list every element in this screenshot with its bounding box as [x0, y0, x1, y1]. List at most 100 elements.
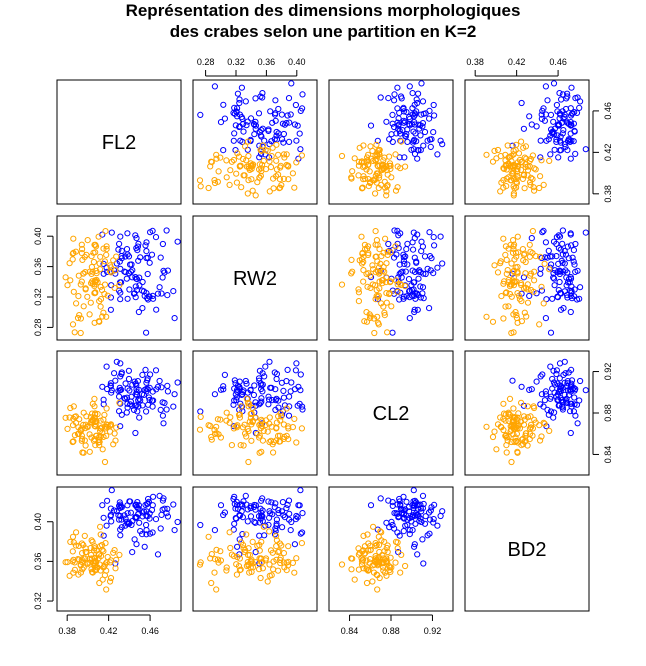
data-point-cluster-2	[355, 298, 362, 305]
data-point-cluster-2	[211, 177, 218, 184]
data-point-cluster-2	[359, 548, 366, 555]
data-point-cluster-2	[394, 545, 401, 552]
data-point-cluster-2	[275, 171, 282, 178]
data-point-cluster-2	[75, 571, 82, 578]
data-point-cluster-1	[409, 527, 416, 534]
data-point-cluster-2	[373, 179, 380, 186]
data-point-cluster-2	[540, 300, 547, 307]
data-point-cluster-1	[539, 229, 546, 236]
data-point-cluster-1	[520, 274, 528, 281]
data-point-cluster-2	[243, 531, 250, 538]
variable-label-FL2: FL2	[102, 132, 136, 154]
data-point-cluster-2	[280, 175, 287, 182]
data-point-cluster-1	[174, 379, 181, 386]
data-point-cluster-1	[283, 378, 290, 385]
data-point-cluster-1	[269, 511, 276, 518]
data-point-cluster-2	[504, 267, 511, 274]
data-point-cluster-2	[373, 237, 380, 244]
data-point-cluster-1	[568, 242, 575, 249]
data-point-cluster-2	[256, 161, 263, 168]
data-point-cluster-1	[152, 234, 160, 241]
data-point-cluster-2	[283, 432, 290, 439]
data-point-cluster-2	[503, 256, 510, 263]
data-point-cluster-1	[557, 139, 564, 146]
data-point-cluster-1	[271, 369, 278, 376]
data-point-cluster-1	[404, 261, 411, 268]
data-point-cluster-2	[76, 416, 83, 423]
data-point-cluster-2	[363, 579, 371, 587]
data-point-cluster-2	[502, 303, 509, 310]
data-point-cluster-2	[69, 438, 76, 445]
data-point-cluster-1	[108, 229, 115, 236]
data-point-cluster-1	[547, 395, 554, 402]
data-point-cluster-1	[108, 282, 115, 289]
data-point-cluster-1	[174, 238, 181, 245]
data-point-cluster-1	[542, 388, 550, 395]
data-point-cluster-1	[118, 247, 125, 254]
data-point-cluster-2	[273, 537, 280, 544]
data-point-cluster-2	[90, 417, 97, 424]
data-point-cluster-1	[389, 138, 396, 145]
data-point-cluster-2	[508, 458, 515, 466]
data-point-cluster-2	[500, 415, 507, 422]
panel-frame	[192, 79, 318, 205]
data-point-cluster-2	[538, 157, 545, 164]
data-point-cluster-1	[399, 268, 406, 275]
data-point-cluster-2	[223, 409, 230, 416]
data-point-cluster-1	[293, 137, 300, 144]
data-point-cluster-1	[550, 238, 558, 245]
data-point-cluster-1	[538, 115, 546, 123]
data-point-cluster-1	[573, 296, 581, 303]
panel-frame	[192, 350, 318, 476]
data-point-cluster-1	[412, 295, 419, 302]
data-point-cluster-2	[92, 566, 99, 573]
data-point-cluster-1	[141, 386, 148, 393]
data-point-cluster-2	[521, 438, 528, 445]
data-point-cluster-1	[545, 136, 552, 143]
data-point-cluster-2	[102, 540, 109, 547]
data-point-cluster-2	[269, 441, 276, 448]
panel-frame	[464, 79, 590, 205]
data-point-cluster-2	[382, 235, 389, 242]
data-point-cluster-1	[144, 513, 151, 520]
data-point-cluster-2	[237, 566, 244, 573]
data-point-cluster-1	[115, 387, 122, 394]
data-point-cluster-2	[502, 151, 509, 158]
data-point-cluster-1	[538, 287, 546, 294]
panel-RW2-BD2	[464, 215, 590, 341]
data-point-cluster-1	[278, 111, 285, 118]
data-point-cluster-1	[278, 508, 285, 515]
data-point-cluster-1	[129, 402, 136, 409]
data-point-cluster-1	[144, 270, 151, 278]
data-point-cluster-1	[137, 397, 144, 404]
data-point-cluster-2	[236, 414, 243, 421]
data-point-cluster-1	[117, 501, 124, 508]
data-point-cluster-2	[373, 293, 380, 300]
data-point-cluster-2	[256, 421, 263, 428]
data-point-cluster-1	[122, 380, 129, 387]
data-point-cluster-1	[554, 294, 562, 301]
data-point-cluster-1	[537, 154, 544, 161]
data-point-cluster-2	[356, 257, 363, 264]
data-point-cluster-2	[213, 423, 220, 430]
data-point-cluster-1	[146, 259, 153, 266]
data-point-cluster-1	[394, 529, 401, 536]
data-point-cluster-1	[418, 518, 425, 526]
data-point-cluster-2	[91, 422, 98, 429]
data-point-cluster-2	[97, 266, 104, 273]
data-point-cluster-1	[281, 402, 288, 409]
data-point-cluster-2	[520, 413, 528, 420]
data-point-cluster-1	[394, 84, 401, 91]
data-point-cluster-1	[159, 412, 166, 419]
data-point-cluster-1	[164, 388, 171, 395]
data-point-cluster-2	[522, 161, 529, 168]
data-point-cluster-2	[70, 235, 77, 242]
data-point-cluster-2	[397, 165, 404, 172]
data-point-cluster-2	[80, 541, 87, 549]
data-point-cluster-1	[115, 512, 122, 519]
data-point-cluster-2	[277, 559, 284, 567]
data-point-cluster-2	[214, 556, 221, 563]
data-point-cluster-2	[259, 161, 266, 168]
data-point-cluster-2	[523, 313, 530, 320]
data-point-cluster-1	[135, 308, 142, 316]
